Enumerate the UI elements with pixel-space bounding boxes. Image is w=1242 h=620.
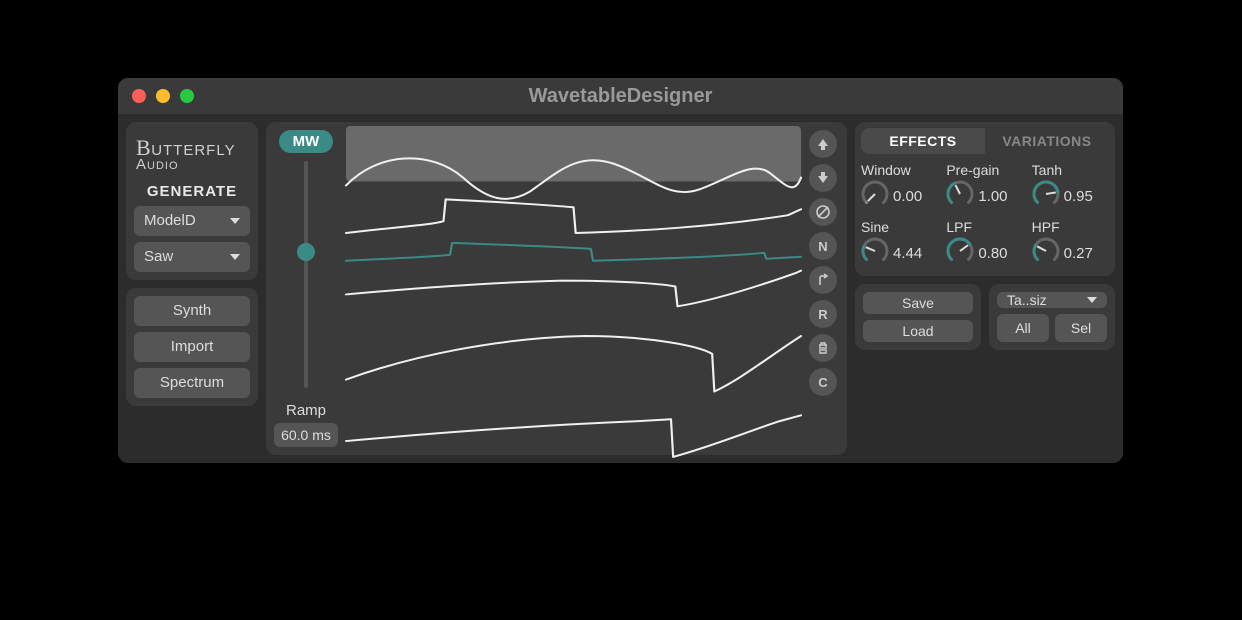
load-button[interactable]: Load — [863, 320, 973, 342]
waveform-svg — [346, 130, 801, 447]
chevron-down-icon — [1087, 297, 1097, 303]
footer-row: Save Load Ta..siz All Sel — [855, 284, 1115, 350]
slider-thumb[interactable] — [297, 243, 315, 261]
window-title: WavetableDesigner — [118, 85, 1123, 108]
knob-dial-icon[interactable] — [861, 237, 889, 270]
titlebar: WavetableDesigner — [118, 78, 1123, 114]
close-icon[interactable] — [132, 89, 146, 103]
app-window: WavetableDesigner B UTTERFLY Audio GENER… — [118, 78, 1123, 463]
minimize-icon[interactable] — [156, 89, 170, 103]
all-button[interactable]: All — [997, 314, 1049, 342]
center-panel: MW Ramp 60.0 ms N — [266, 122, 847, 455]
knob-label: Window — [861, 162, 938, 178]
model-dropdown[interactable]: ModelD — [134, 206, 250, 236]
move-up-button[interactable] — [809, 130, 837, 158]
preset-panel: Ta..siz All Sel — [989, 284, 1115, 350]
preset-dropdown[interactable]: Ta..siz — [997, 292, 1107, 308]
knob-dial-icon[interactable] — [1032, 180, 1060, 213]
normalize-button[interactable]: N — [809, 232, 837, 260]
mw-slider[interactable] — [304, 161, 308, 388]
knob-window[interactable]: Window 0.00 — [861, 162, 938, 213]
knob-sine[interactable]: Sine 4.44 — [861, 219, 938, 270]
knob-dial-icon[interactable] — [946, 180, 974, 213]
brand-logo: B UTTERFLY Audio — [134, 130, 250, 181]
knob-label: Pre-gain — [946, 162, 1023, 178]
delete-button[interactable] — [809, 334, 837, 362]
knob-value: 4.44 — [893, 245, 922, 262]
knob-dial-icon[interactable] — [946, 237, 974, 270]
knob-dial-icon[interactable] — [861, 180, 889, 213]
sel-button[interactable]: Sel — [1055, 314, 1107, 342]
import-button[interactable]: Import — [134, 332, 250, 362]
chevron-down-icon — [230, 254, 240, 260]
chevron-down-icon — [230, 218, 240, 224]
effects-tabs: EFFECTS VARIATIONS — [861, 128, 1109, 154]
traffic-lights — [132, 89, 194, 103]
wave-dropdown[interactable]: Saw — [134, 242, 250, 272]
knob-dial-icon[interactable] — [1032, 237, 1060, 270]
right-column: EFFECTS VARIATIONS Window 0.00 Pre-gain … — [855, 122, 1115, 455]
effects-panel: EFFECTS VARIATIONS Window 0.00 Pre-gain … — [855, 122, 1115, 276]
knob-value: 0.80 — [978, 245, 1007, 262]
save-button[interactable]: Save — [863, 292, 973, 314]
tab-effects[interactable]: EFFECTS — [861, 128, 985, 154]
spectrum-button[interactable]: Spectrum — [134, 368, 250, 398]
move-down-button[interactable] — [809, 164, 837, 192]
tab-variations[interactable]: VARIATIONS — [985, 128, 1109, 154]
synth-button[interactable]: Synth — [134, 296, 250, 326]
knob-grid: Window 0.00 Pre-gain 1.00 Tanh 0.95 Sine… — [861, 162, 1109, 270]
knob-value: 0.27 — [1064, 245, 1093, 262]
zoom-icon[interactable] — [180, 89, 194, 103]
clear-button[interactable]: C — [809, 368, 837, 396]
knob-hpf[interactable]: HPF 0.27 — [1032, 219, 1109, 270]
brand-sub: Audio — [136, 157, 248, 173]
mw-column: MW Ramp 60.0 ms — [274, 130, 338, 447]
reset-button[interactable]: R — [809, 300, 837, 328]
preset-value: Ta..siz — [1007, 292, 1047, 308]
save-load-panel: Save Load — [855, 284, 981, 350]
ramp-label: Ramp — [286, 402, 326, 419]
mw-pill[interactable]: MW — [279, 130, 334, 153]
content: B UTTERFLY Audio GENERATE ModelD Saw Syn… — [118, 114, 1123, 463]
generate-title: GENERATE — [134, 183, 250, 200]
model-value: ModelD — [144, 212, 196, 229]
knob-value: 0.00 — [893, 188, 922, 205]
wave-actions-column: N R C — [809, 130, 839, 447]
ramp-value-input[interactable]: 60.0 ms — [274, 423, 338, 447]
knob-pre-gain[interactable]: Pre-gain 1.00 — [946, 162, 1023, 213]
brand-panel: B UTTERFLY Audio GENERATE ModelD Saw — [126, 122, 258, 280]
knob-value: 0.95 — [1064, 188, 1093, 205]
wave-value: Saw — [144, 248, 173, 265]
left-column: B UTTERFLY Audio GENERATE ModelD Saw Syn… — [126, 122, 258, 455]
phase-button[interactable] — [809, 198, 837, 226]
knob-tanh[interactable]: Tanh 0.95 — [1032, 162, 1109, 213]
knob-value: 1.00 — [978, 188, 1007, 205]
knob-label: HPF — [1032, 219, 1109, 235]
knob-lpf[interactable]: LPF 0.80 — [946, 219, 1023, 270]
actions-panel: Synth Import Spectrum — [126, 288, 258, 406]
knob-label: Tanh — [1032, 162, 1109, 178]
waveform-display[interactable] — [346, 130, 801, 447]
shift-button[interactable] — [809, 266, 837, 294]
knob-label: Sine — [861, 219, 938, 235]
knob-label: LPF — [946, 219, 1023, 235]
